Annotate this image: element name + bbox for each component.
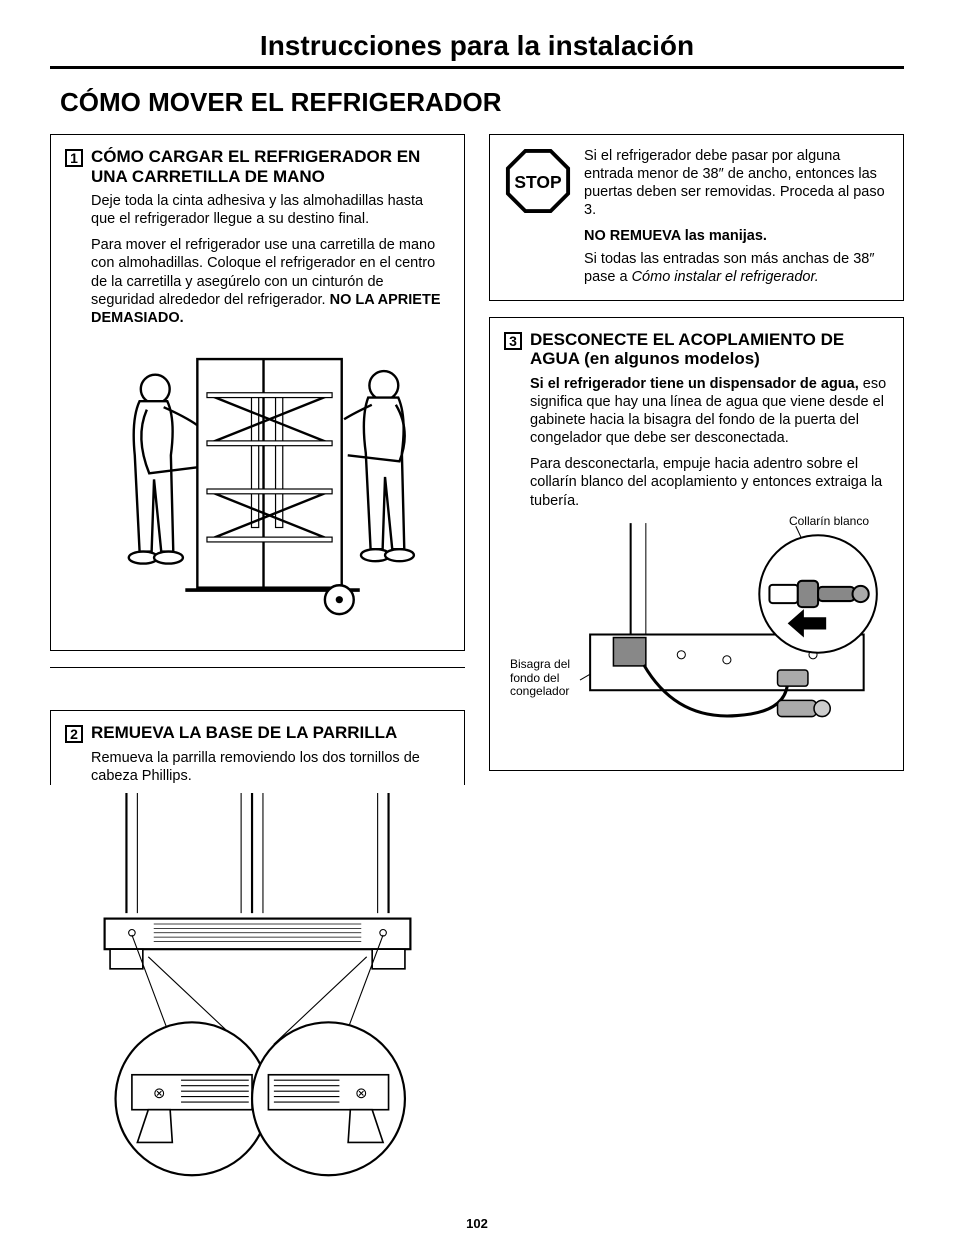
step-3-title: DESCONECTE EL ACOPLAMIENTO DE AGUA (en a… (530, 330, 889, 369)
step-2-top: 2 REMUEVA LA BASE DE LA PARRILLA Remueva… (50, 710, 465, 785)
step-3-body: Si el refrigerador tiene un dispensador … (504, 375, 889, 510)
step-1-box: 1 CÓMO CARGAR EL REFRIGERADOR EN UNA CAR… (50, 134, 465, 651)
step-3-number: 3 (504, 332, 522, 350)
water-coupling-illustration-icon (504, 518, 889, 751)
step-2-body: Remueva la parrilla removiendo los dos t… (65, 749, 450, 785)
step-3-p1: Si el refrigerador tiene un dispensador … (530, 375, 889, 448)
stop-label: STOP (514, 172, 562, 192)
stop-row: STOP Si el refrigerador debe pasar por a… (504, 147, 889, 220)
step-2-header: 2 REMUEVA LA BASE DE LA PARRILLA (65, 723, 450, 743)
two-column-layout: 1 CÓMO CARGAR EL REFRIGERADOR EN UNA CAR… (50, 134, 904, 1186)
step-1-number: 1 (65, 149, 83, 167)
all-wider-text: Si todas las entradas son más anchas de … (504, 250, 889, 286)
step-3-p1a: Si el refrigerador tiene un dispensador … (530, 376, 859, 392)
callout-white-collar: Collarín blanco (789, 514, 869, 528)
step-2-p1: Remueva la parrilla removiendo los dos t… (91, 749, 450, 785)
no-remove-handles: NO REMUEVA las manijas. (504, 228, 889, 244)
title-underline (50, 66, 904, 69)
base-grille-illustration-icon (50, 793, 465, 1186)
section-title: CÓMO MOVER EL REFRIGERADOR (60, 87, 904, 118)
step-2-illustration (50, 793, 465, 1186)
step-3-p2: Para desconectarla, empuje hacia adentro… (530, 455, 889, 509)
step-2-title: REMUEVA LA BASE DE LA PARRILLA (91, 723, 397, 743)
step-1-header: 1 CÓMO CARGAR EL REFRIGERADOR EN UNA CAR… (65, 147, 450, 186)
left-column: 1 CÓMO CARGAR EL REFRIGERADOR EN UNA CAR… (50, 134, 465, 1186)
step-1-title: CÓMO CARGAR EL REFRIGERADOR EN UNA CARRE… (91, 147, 450, 186)
step-1-illustration (65, 335, 450, 636)
handtruck-illustration-icon (65, 335, 450, 636)
wider-b: Cómo instalar el refrigerador. (632, 269, 819, 285)
stop-sign-icon: STOP (504, 147, 572, 215)
stop-box: STOP Si el refrigerador debe pasar por a… (489, 134, 904, 301)
right-column: STOP Si el refrigerador debe pasar por a… (489, 134, 904, 1186)
page-number: 102 (50, 1216, 904, 1231)
step-2-number: 2 (65, 725, 83, 743)
step-1-body: Deje toda la cinta adhesiva y las almoha… (65, 192, 450, 327)
step-3-header: 3 DESCONECTE EL ACOPLAMIENTO DE AGUA (en… (504, 330, 889, 369)
step-1-p1: Deje toda la cinta adhesiva y las almoha… (91, 192, 450, 228)
step-3-figure: Collarín blanco Bisagra del fondo del co… (504, 518, 889, 756)
step-1-p2: Para mover el refrigerador use una carre… (91, 236, 450, 327)
stop-text: Si el refrigerador debe pasar por alguna… (584, 147, 889, 220)
callout-hinge: Bisagra del fondo del congelador (510, 658, 580, 699)
page-title: Instrucciones para la instalación (50, 30, 904, 62)
step-3-box: 3 DESCONECTE EL ACOPLAMIENTO DE AGUA (en… (489, 317, 904, 771)
step-2-box (50, 667, 465, 694)
